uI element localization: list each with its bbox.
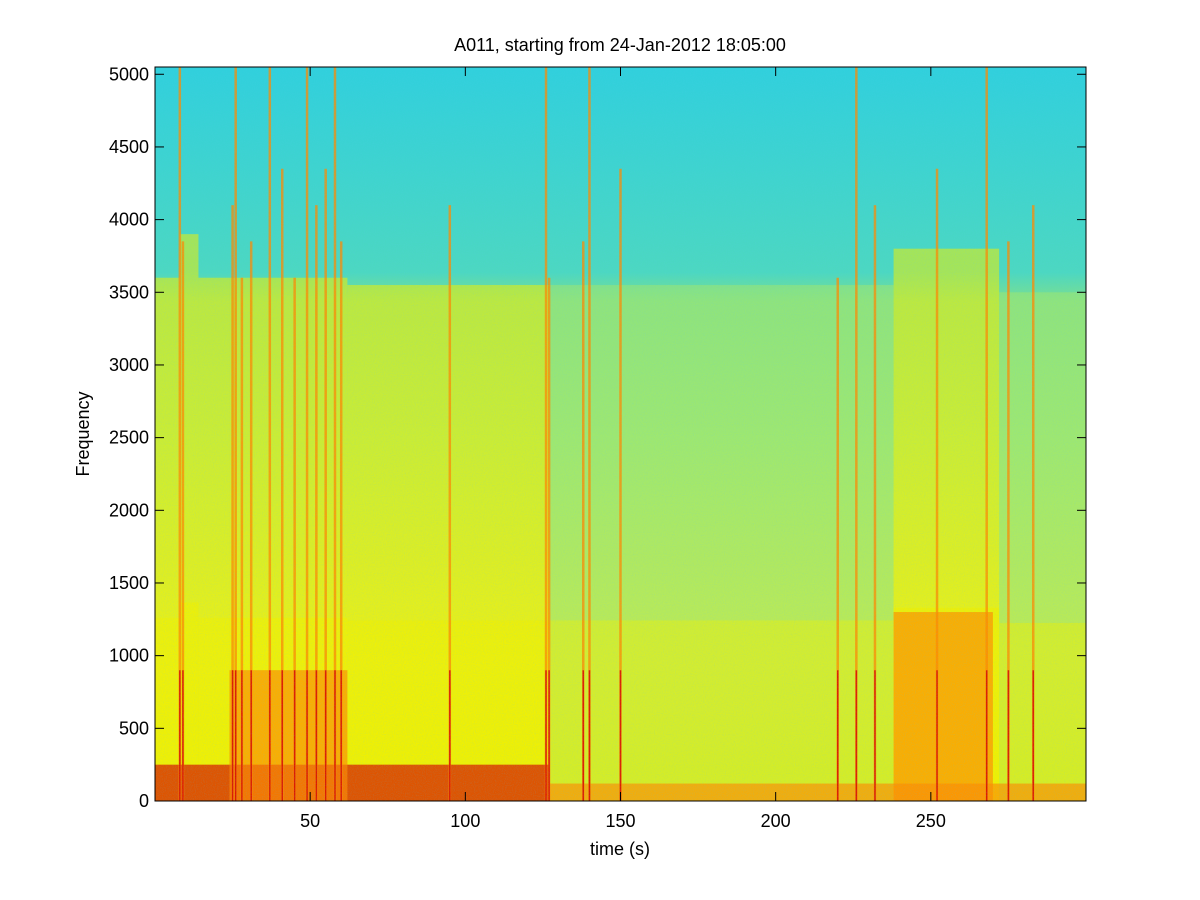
x-axis-label: time (s) bbox=[590, 839, 650, 859]
y-tick-label: 3000 bbox=[109, 355, 149, 375]
y-axis: 0 500 1000 1500 2000 2500 3000 3500 4000 4500 5000 bbox=[109, 64, 1086, 811]
noise-texture bbox=[155, 67, 1086, 801]
y-tick-label: 1000 bbox=[109, 646, 149, 666]
x-tick-label: 200 bbox=[761, 811, 791, 831]
x-tick-label: 50 bbox=[300, 811, 320, 831]
y-tick-label: 500 bbox=[119, 718, 149, 738]
chart-title: A011, starting from 24-Jan-2012 18:05:00 bbox=[454, 35, 786, 55]
y-axis-label: Frequency bbox=[73, 391, 93, 476]
y-tick-label: 3500 bbox=[109, 282, 149, 302]
x-axis: 50 100 150 200 250 bbox=[300, 67, 946, 831]
y-tick-label: 5000 bbox=[109, 64, 149, 84]
y-tick-label: 1500 bbox=[109, 573, 149, 593]
x-tick-label: 250 bbox=[916, 811, 946, 831]
x-tick-label: 150 bbox=[605, 811, 635, 831]
y-tick-label: 0 bbox=[139, 791, 149, 811]
y-tick-label: 4500 bbox=[109, 137, 149, 157]
plot-area bbox=[155, 67, 1086, 801]
y-tick-label: 4000 bbox=[109, 210, 149, 230]
x-tick-label: 100 bbox=[450, 811, 480, 831]
y-tick-label: 2500 bbox=[109, 428, 149, 448]
y-tick-label: 2000 bbox=[109, 500, 149, 520]
